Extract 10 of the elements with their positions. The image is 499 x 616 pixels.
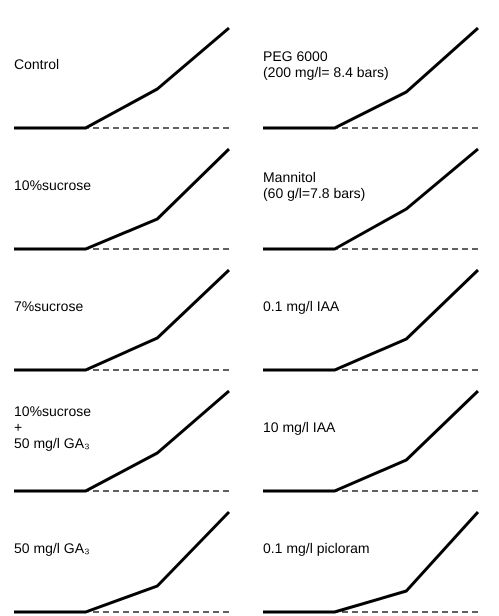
text: 10%sucrose + 50 mg/l GA₃ [14, 403, 92, 451]
text: 7%sucrose [14, 298, 84, 314]
text: 0.1 mg/l picloram [263, 540, 370, 556]
text: 0.1 mg/l IAA [263, 298, 340, 314]
text: PEG 6000 (200 mg/l= 8.4 bars) [263, 48, 389, 80]
text: 10 mg/l IAA [263, 419, 336, 435]
text: Control [14, 56, 60, 72]
text: 10%sucrose [14, 177, 92, 193]
text: Mannitol (60 g/l=7.8 bars) [263, 169, 366, 201]
text: 50 mg/l GA₃ [14, 540, 90, 556]
